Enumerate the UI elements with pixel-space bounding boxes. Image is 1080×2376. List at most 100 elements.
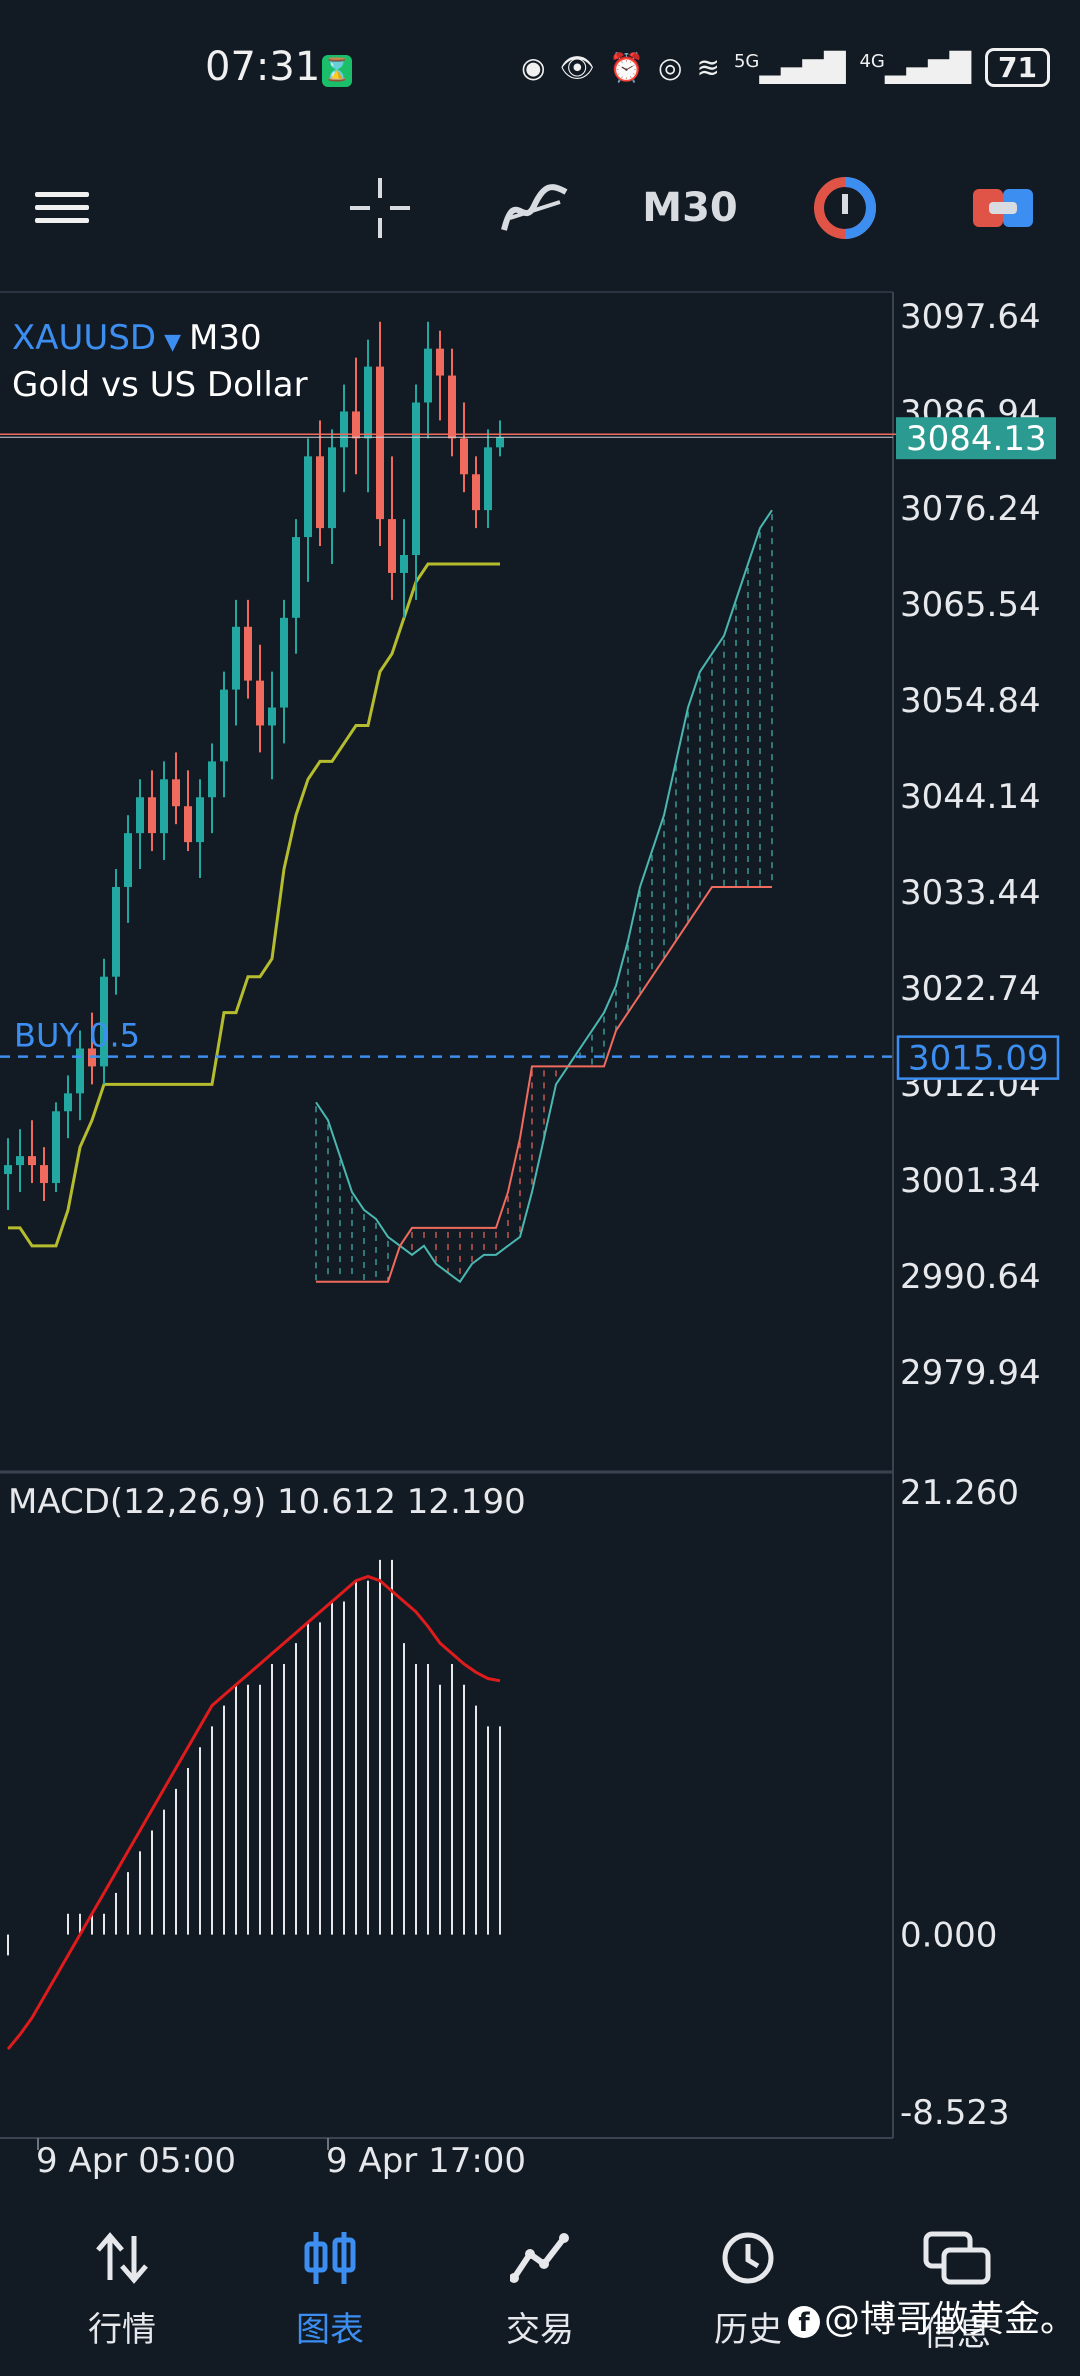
symbol-name[interactable]: XAUUSD [12,318,157,358]
macd-signal-line [6,1574,501,2051]
price-tick-label: 3076.24 [900,489,1041,529]
candle-body [292,537,300,618]
candle-body [280,617,288,708]
nav-history[interactable]: 历史 [688,2230,808,2351]
candle-body [160,779,168,834]
candle-body [112,886,120,977]
nav-messages[interactable]: 信息 [897,2230,1017,2355]
trade-icon [509,2233,569,2283]
candle-body [244,626,252,681]
nav-quotes[interactable]: 行情 [62,2230,182,2351]
candle-body [100,976,108,1067]
nav-trade[interactable]: 交易 [480,2230,600,2351]
candle-body [448,375,456,439]
crosshair-icon[interactable] [340,170,420,245]
price-tick-label: 3044.14 [900,777,1041,817]
candle-body [364,366,372,439]
bottom-nav: 行情 图表 交易 历史 信息 [0,2210,1080,2376]
battery-indicator: 71 [985,48,1050,87]
current-price-label: 3084.13 [906,419,1047,459]
symbol-header[interactable]: XAUUSD ▼ M30 [12,318,262,358]
candle-body [460,438,468,475]
menu-icon[interactable] [32,170,92,245]
timeframe-label: M30 [642,184,738,231]
candle-body [340,411,348,448]
indicators-icon[interactable] [495,170,575,245]
messages-icon [923,2231,991,2285]
senkou-span-a [315,509,773,1284]
price-tick-label: 3001.34 [900,1161,1041,1201]
kijun-line [8,562,500,1248]
quotes-icon [96,2232,148,2284]
chart-panel[interactable]: 3097.64 3086.94 3076.24 3065.54 3054.84 3044.… [0,290,1080,2180]
chevron-down-icon[interactable]: ▼ [164,330,182,355]
candle-body [388,519,396,573]
candle-body [352,411,360,439]
candle-body [232,626,240,690]
history-icon [722,2232,774,2284]
hotspot-icon: ◎ [658,51,683,84]
candle-body [472,474,480,511]
candle-body [28,1156,36,1166]
nfc-icon: ◉ [521,51,546,84]
macd-label: MACD(12,26,9) 10.612 12.190 [8,1482,526,1522]
candle-body [256,680,264,726]
senkou-span-b [316,885,772,1283]
nav-chart-label: 图表 [296,2310,364,2350]
candle-body [376,366,384,520]
candle-body [196,797,204,843]
macd-tick-label: 21.260 [900,1473,1019,1513]
chart-icon [304,2232,356,2284]
candle-body [220,689,228,762]
status-icons: ◉ 👁 ⏰ ◎ ≋ 5G▂▄▆█ 4G▂▄▆█ 71 [521,48,1050,87]
4g-signal-icon: 4G▂▄▆█ [859,51,972,84]
facebook-icon: f [788,2306,820,2338]
wifi-icon: ≋ [696,51,720,84]
order-price-label: 3015.09 [908,1039,1049,1079]
candle-body [76,1048,84,1094]
eye-icon: 👁 [559,51,596,84]
macd-tick-label: 0.000 [900,1916,997,1956]
nav-messages-label: 信息 [923,2314,991,2354]
price-chart[interactable]: 3097.643086.943076.243065.543054.843044.… [0,290,1080,2180]
candle-body [400,555,408,573]
candle-body [172,779,180,807]
nav-chart[interactable]: 图表 [270,2230,390,2351]
watermark: f @博哥做黄金。 [788,2290,1076,2342]
candle-body [4,1165,12,1175]
candle-body [328,447,336,529]
price-tick-label: 2990.64 [900,1257,1041,1297]
candle-body [304,456,312,538]
nav-history-label: 历史 [714,2310,782,2350]
candle-body [484,447,492,511]
price-tick-label: 3022.74 [900,969,1041,1009]
candle-body [136,797,144,834]
candle-body [148,797,156,834]
buy-order-label: BUY 0.5 [14,1017,140,1055]
price-tick-label: 3065.54 [900,585,1041,625]
candle-body [436,348,444,376]
candle-body [496,437,504,448]
nav-quotes-label: 行情 [88,2310,156,2350]
alarm-icon: ⏰ [609,51,645,84]
chart-toolbar: M30 [0,150,1080,265]
network-4g-label: 4G [859,51,885,72]
candle-body [184,806,192,843]
candle-body [52,1111,60,1184]
candle-body [40,1165,48,1184]
candle-body [268,707,276,726]
price-tick-label: 3033.44 [900,873,1041,913]
price-tick-label: 3054.84 [900,681,1041,721]
symbol-timeframe: M30 [189,318,262,358]
time-tick-label: 9 Apr 05:00 [36,2141,236,2180]
watermark-text: @博哥做黄金。 [824,2299,1077,2340]
candle-body [124,833,132,887]
candle-body [208,761,216,798]
color-scheme-icon[interactable] [810,170,880,245]
price-tick-label: 2979.94 [900,1353,1041,1393]
trade-icon[interactable] [968,170,1038,245]
status-time: 07:31 [205,44,321,90]
price-tick-label: 3097.64 [900,297,1041,337]
symbol-description: Gold vs US Dollar [12,365,308,405]
timeframe-button[interactable]: M30 [640,170,740,245]
